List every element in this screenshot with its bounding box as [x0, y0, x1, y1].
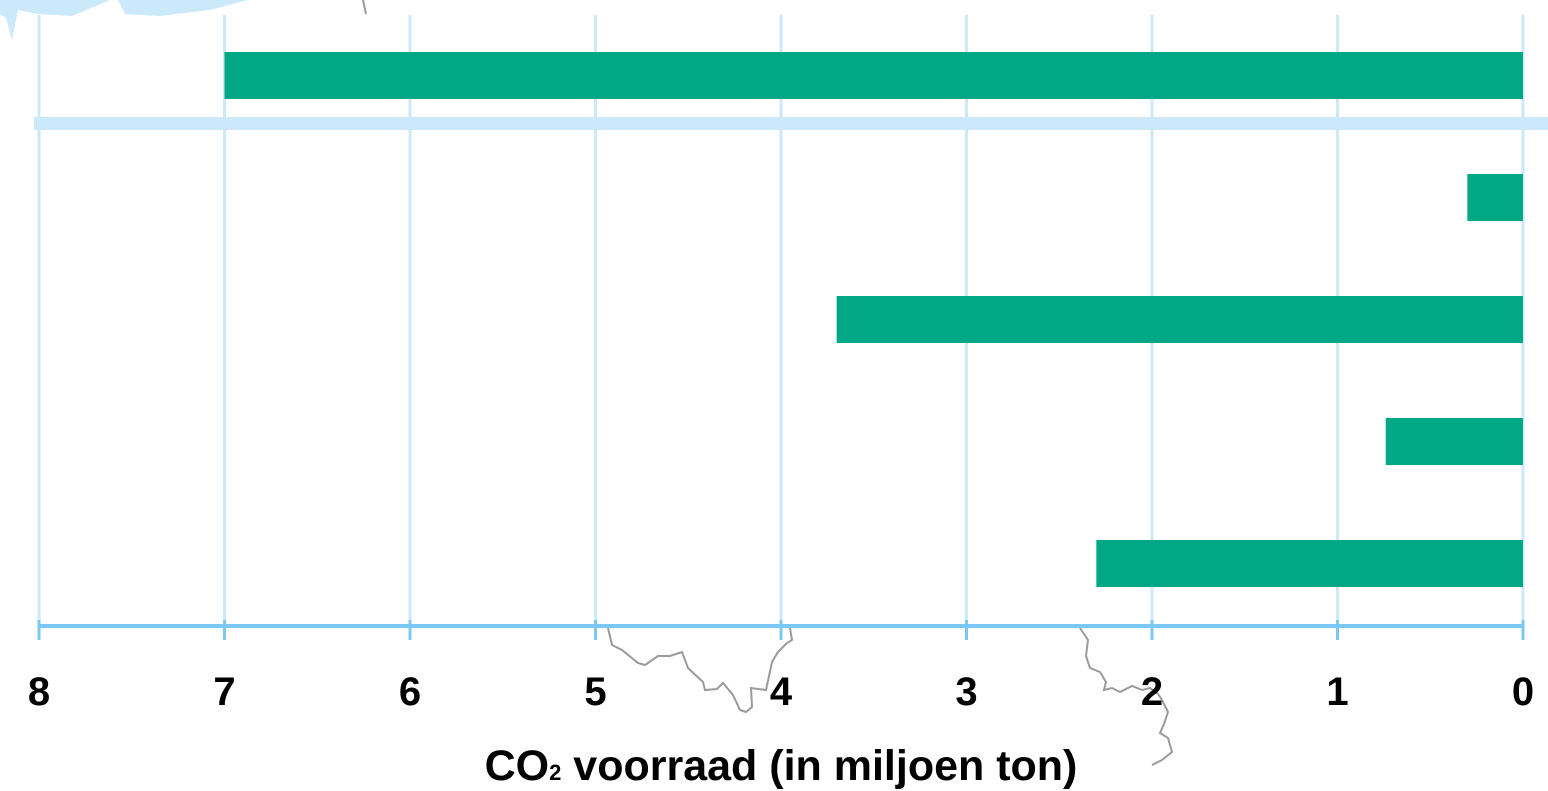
x-axis-title: CO2 voorraad (in miljoen ton): [485, 742, 1078, 790]
map-land-fragment: [0, 0, 110, 40]
map-border-line: [607, 627, 794, 714]
x-tick-label: 8: [28, 670, 50, 714]
x-tick-labels: 8 7 6 5 4 3 2 1 0: [28, 670, 1534, 714]
x-tick-label: 1: [1326, 670, 1348, 714]
bar: [836, 296, 1523, 343]
x-axis-title-subscript: 2: [549, 760, 561, 785]
x-tick-label: 5: [584, 670, 606, 714]
map-border-line: [1079, 627, 1174, 766]
bar: [224, 52, 1523, 99]
background-map: [0, 0, 1174, 766]
x-axis: [37, 620, 1525, 640]
category-separator-band: [34, 117, 1548, 130]
x-axis-title-main: CO: [485, 742, 550, 790]
map-land-fragment: [118, 0, 248, 16]
x-tick-label: 3: [955, 670, 977, 714]
x-tick-label: 7: [213, 670, 235, 714]
x-tick-label: 0: [1512, 670, 1534, 714]
x-tick-label: 6: [399, 670, 421, 714]
bar: [1467, 174, 1523, 221]
x-tick-label: 2: [1141, 670, 1163, 714]
x-tick-label: 4: [770, 670, 793, 714]
bar: [1096, 540, 1523, 587]
bar: [1385, 418, 1523, 465]
bar-series: [224, 52, 1523, 587]
map-border-line: [362, 0, 367, 15]
x-axis-title-rest: voorraad (in miljoen ton): [561, 742, 1077, 790]
